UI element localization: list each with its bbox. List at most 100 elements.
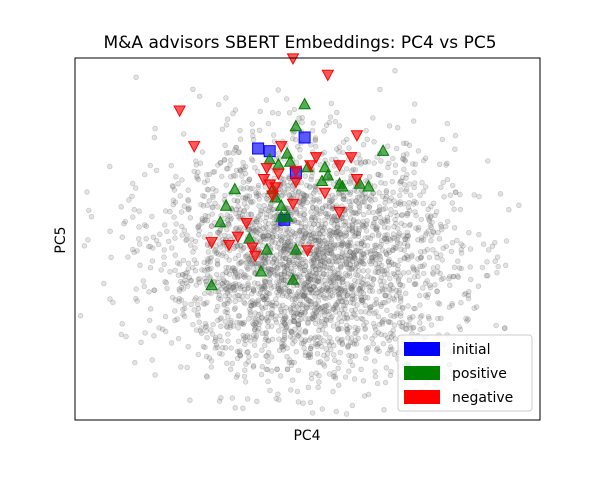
background-point [234,372,241,378]
background-point [172,199,179,205]
background-point [250,225,257,231]
background-point [305,279,311,285]
background-point [260,258,266,264]
background-point [233,167,240,174]
background-point [317,231,323,237]
background-point [274,271,281,277]
background-point [140,278,147,284]
background-point [170,294,176,301]
background-point [321,363,328,369]
background-point [256,203,262,209]
background-point [316,318,322,324]
background-point [214,257,221,264]
background-point [277,271,284,278]
background-point [404,236,410,243]
background-point [280,290,287,296]
background-point [328,283,334,290]
background-point [390,235,396,241]
background-point [281,320,287,326]
background-point [389,178,395,185]
background-point [254,328,261,334]
background-point [360,280,366,287]
background-point [282,268,288,275]
background-point [142,330,148,336]
background-point [372,373,379,380]
background-point [386,256,392,263]
background-point [216,398,223,404]
background-point [272,228,278,235]
background-point [168,162,175,169]
background-point [404,151,410,157]
background-point [206,355,213,361]
background-point [342,288,348,294]
background-point [219,280,226,287]
background-point [313,271,319,277]
background-point [249,290,255,297]
background-point [372,256,379,263]
background-point [242,379,249,385]
background-point [177,193,184,199]
background-point [439,136,446,143]
background-point [313,209,319,216]
background-point [281,243,287,249]
background-point [424,294,430,300]
background-point [252,337,258,343]
background-point [327,228,333,234]
background-point [255,301,261,308]
background-point [225,287,231,294]
background-point [260,225,266,232]
legend-swatch-initial [404,342,440,356]
background-point [282,249,289,255]
background-point [352,255,358,261]
background-point [290,335,296,342]
background-point [322,264,328,270]
background-point [269,233,276,239]
background-point [170,202,177,208]
background-point [228,174,234,180]
background-point [297,147,303,153]
background-point [340,196,347,202]
background-point [203,278,209,285]
background-point [381,407,387,413]
background-point [412,161,419,167]
background-point [280,302,286,308]
background-point [302,173,308,179]
background-point [480,241,487,247]
background-point [265,268,271,274]
background-point [386,198,393,204]
background-point [219,173,225,180]
background-point [368,198,374,204]
background-point [281,268,288,275]
background-point [336,382,342,388]
background-point [246,227,252,233]
background-point [185,260,192,266]
background-point [273,395,279,402]
background-point [147,265,154,271]
background-point [251,332,257,338]
background-point [382,379,389,386]
background-point [372,250,378,257]
background-point [289,329,295,335]
background-point [256,284,262,290]
background-point [371,324,378,330]
background-point [246,258,253,264]
background-point [423,184,429,190]
background-point [268,302,274,308]
background-point [350,250,356,256]
background-point [389,346,395,353]
background-point [418,254,425,260]
background-point [281,342,287,348]
background-point [271,255,278,262]
background-point [284,354,290,360]
background-point [408,325,414,331]
background-point [216,350,223,357]
background-point [332,118,338,125]
background-point [366,209,372,216]
background-point [372,215,379,222]
background-point [387,319,393,325]
background-point [363,228,370,234]
background-point [383,193,390,200]
background-point [236,226,243,233]
background-point [327,234,333,240]
background-point [405,233,411,239]
